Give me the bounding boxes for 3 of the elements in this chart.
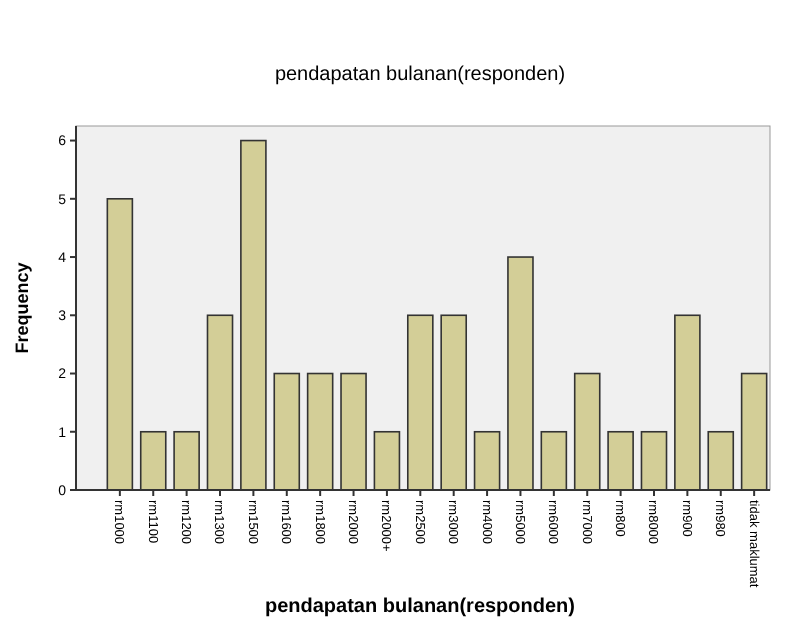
chart-title: pendapatan bulanan(responden) (274, 64, 566, 86)
y-axis-title: Frequency (12, 262, 32, 354)
x-axis-title: pendapatan bulanan(responden) (264, 596, 576, 618)
